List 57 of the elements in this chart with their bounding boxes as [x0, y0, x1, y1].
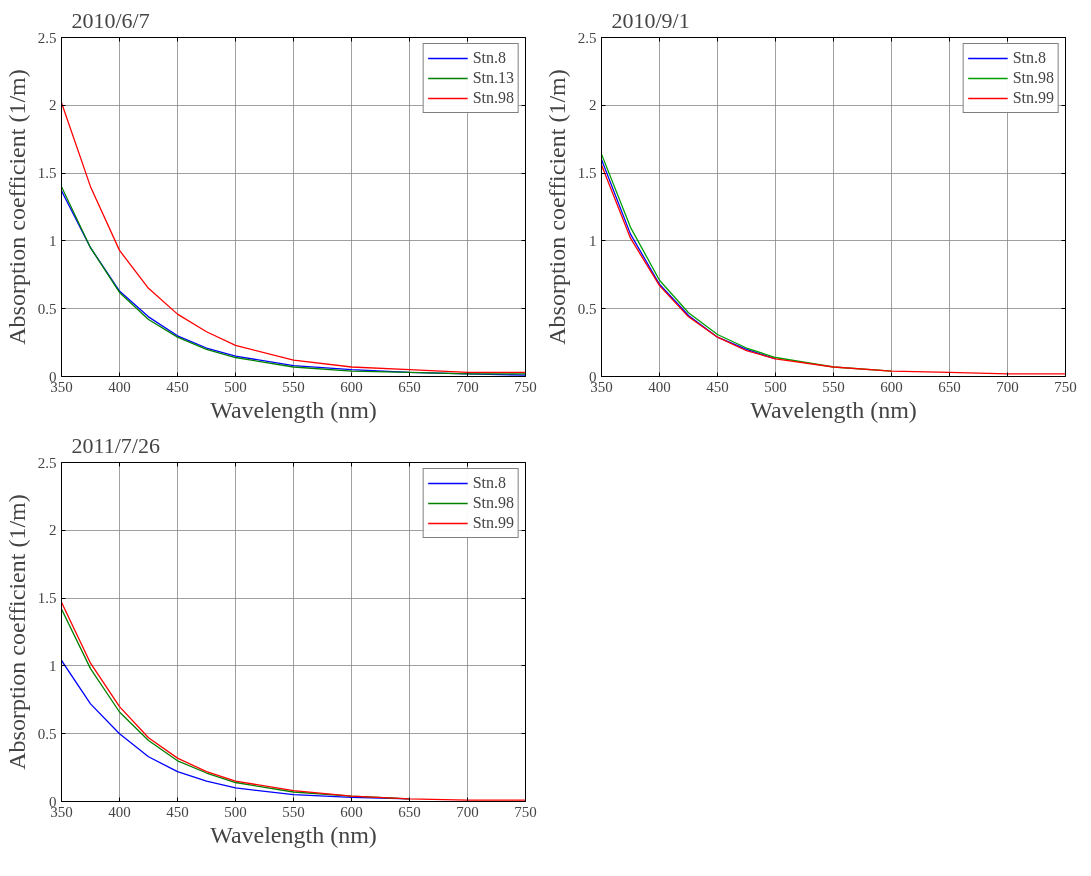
x-tick-label: 650 [398, 803, 421, 820]
y-tick-label: 1.5 [37, 590, 57, 607]
x-tick-label: 500 [224, 378, 247, 395]
x-tick-label: 450 [166, 378, 189, 395]
chart-title: 2011/7/26 [71, 432, 160, 458]
x-tick-label: 650 [398, 378, 421, 395]
x-tick-label: 400 [108, 803, 131, 820]
x-tick-label: 600 [880, 378, 903, 395]
x-tick-label: 650 [938, 378, 961, 395]
y-tick-label: 0.5 [37, 300, 57, 317]
x-tick-label: 700 [456, 378, 479, 395]
legend-label: Stn.13 [472, 69, 514, 87]
x-tick-label: 750 [514, 378, 537, 395]
x-tick-label: 600 [340, 803, 363, 820]
y-tick-label: 1 [589, 232, 597, 249]
x-tick-label: 750 [514, 803, 537, 820]
x-tick-label: 500 [224, 803, 247, 820]
x-tick-label: 450 [706, 378, 729, 395]
y-tick-label: 2.5 [577, 29, 597, 46]
x-tick-label: 500 [764, 378, 787, 395]
y-tick-label: 2 [49, 522, 57, 539]
x-tick-label: 400 [108, 378, 131, 395]
legend-label: Stn.8 [472, 49, 506, 67]
x-tick-label: 600 [340, 378, 363, 395]
y-axis-title: Absorption coefficient (1/m) [3, 494, 30, 770]
legend-label: Stn.98 [472, 494, 514, 512]
chart-title: 2010/9/1 [611, 7, 690, 33]
x-tick-label: 750 [1054, 378, 1077, 395]
y-tick-label: 0.5 [577, 300, 597, 317]
legend-label: Stn.98 [472, 89, 514, 107]
x-axis-title: Wavelength (nm) [750, 396, 917, 423]
x-tick-label: 450 [166, 803, 189, 820]
y-tick-label: 1 [49, 232, 57, 249]
legend-label: Stn.99 [1012, 89, 1054, 107]
legend-label: Stn.8 [472, 474, 506, 492]
y-tick-label: 2 [589, 97, 597, 114]
x-tick-label: 550 [282, 378, 305, 395]
x-tick-label: 700 [996, 378, 1019, 395]
chart-title: 2010/6/7 [71, 7, 150, 33]
legend-label: Stn.8 [1012, 49, 1046, 67]
y-axis-title: Absorption coefficient (1/m) [543, 69, 570, 345]
x-tick-label: 550 [822, 378, 845, 395]
x-axis-title: Wavelength (nm) [210, 396, 377, 423]
legend-label: Stn.98 [1012, 69, 1054, 87]
y-tick-label: 2.5 [37, 29, 57, 46]
y-tick-label: 2 [49, 97, 57, 114]
y-tick-label: 1 [49, 657, 57, 674]
y-tick-label: 0.5 [37, 725, 57, 742]
x-tick-label: 400 [648, 378, 671, 395]
legend-label: Stn.99 [472, 514, 514, 532]
y-tick-label: 1.5 [37, 165, 57, 182]
x-tick-label: 550 [282, 803, 305, 820]
y-tick-label: 2.5 [37, 454, 57, 471]
x-tick-label: 700 [456, 803, 479, 820]
y-tick-label: 1.5 [577, 165, 597, 182]
x-axis-title: Wavelength (nm) [210, 821, 377, 848]
y-axis-title: Absorption coefficient (1/m) [3, 69, 30, 345]
